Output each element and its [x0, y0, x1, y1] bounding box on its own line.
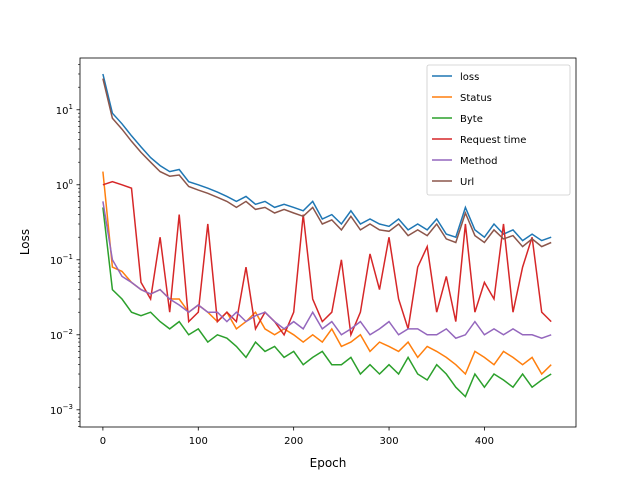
x-tick-label: 300 — [379, 436, 398, 447]
y-tick-label: 10−3 — [50, 403, 73, 417]
legend-label: Byte — [460, 114, 483, 125]
legend-entry: Request time — [432, 135, 526, 146]
y-tick-label: 101 — [56, 103, 73, 117]
axes-frame — [79, 57, 577, 428]
x-tick-label: 200 — [284, 436, 303, 447]
series-line-loss — [102, 73, 552, 242]
legend-label: Method — [460, 156, 498, 167]
legend-box — [426, 64, 571, 196]
x-tick-label: 100 — [189, 436, 208, 447]
legend-entry: Byte — [432, 114, 483, 125]
legend-label: Request time — [460, 135, 526, 146]
legend-label: loss — [460, 72, 479, 83]
series-line-request-time — [102, 180, 552, 338]
legend-entry: loss — [432, 72, 479, 83]
y-tick-label: 10−1 — [50, 253, 73, 267]
series-line-url — [102, 78, 552, 248]
x-axis-label: Epoch — [310, 456, 347, 470]
legend-label: Url — [460, 177, 474, 188]
y-tick-label: 10−2 — [50, 328, 73, 342]
legend-entry: Status — [432, 93, 492, 104]
x-tick-label: 0 — [100, 436, 106, 447]
series-line-byte — [102, 207, 552, 398]
plot-lines — [102, 73, 552, 398]
x-tick-label: 400 — [475, 436, 494, 447]
series-line-status — [102, 171, 552, 376]
legend-entry: Url — [432, 177, 474, 188]
y-axis-label: Loss — [18, 229, 32, 255]
legend-entry: Method — [432, 156, 498, 167]
legend-label: Status — [460, 93, 492, 104]
axis-ticks: 0 100 200 300 400 10−3 10−2 10−1 100 101 — [50, 64, 494, 447]
series-line-method — [102, 201, 552, 340]
legend: loss Status Byte Request time Method Url — [426, 64, 571, 196]
y-tick-label: 100 — [56, 178, 73, 192]
